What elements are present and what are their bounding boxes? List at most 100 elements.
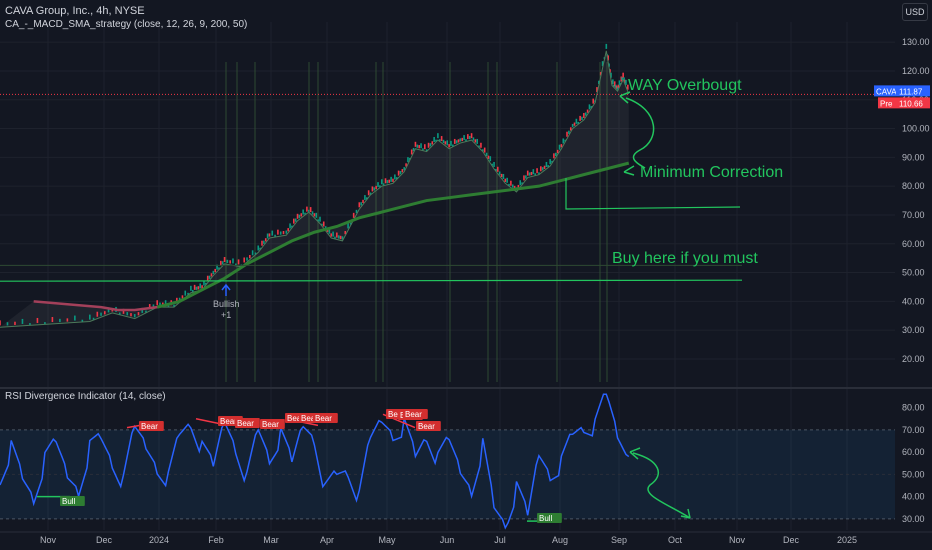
grid (0, 22, 932, 533)
rsi-signal-label: Bear (287, 414, 304, 423)
currency-button[interactable]: USD (902, 3, 928, 21)
candle (300, 213, 303, 217)
candle (489, 156, 492, 162)
candle (195, 286, 198, 290)
y-tick-label: 90.00 (902, 152, 925, 162)
rsi-line (0, 393, 630, 530)
candle (317, 219, 319, 222)
rsi-signal-badge (235, 418, 260, 428)
candle (344, 230, 347, 235)
candle (148, 304, 151, 310)
candle (328, 228, 331, 234)
candle (307, 209, 310, 212)
x-tick-label: Mar (263, 535, 279, 545)
candle (193, 284, 196, 290)
candle (496, 166, 499, 172)
candle (461, 137, 464, 142)
candle (619, 83, 622, 86)
candle (500, 173, 503, 178)
candle (304, 212, 306, 215)
candle (210, 273, 213, 277)
candle (613, 81, 616, 87)
candle (448, 144, 450, 148)
candle (450, 140, 452, 146)
candle (126, 312, 129, 316)
rsi-signal-label: Bear (301, 414, 318, 423)
candle (502, 173, 505, 179)
candle (133, 314, 136, 318)
candle (592, 98, 595, 104)
candle (562, 138, 565, 144)
candle (482, 149, 484, 152)
candle (330, 233, 333, 237)
pre-price-value: 110.66 (899, 99, 923, 108)
strategy-title: CA_-_MACD_SMA_strategy (close, 12, 26, 9… (5, 19, 248, 30)
y-tick-label: 80.00 (902, 181, 925, 191)
candle (540, 166, 542, 172)
x-tick-label: Jun (440, 535, 455, 545)
candle (229, 260, 231, 264)
candle (226, 259, 229, 264)
rsi-down-arrow (632, 452, 691, 519)
candle (586, 109, 589, 113)
candle (282, 230, 285, 235)
candle (612, 79, 614, 85)
last-price-value: 111.87 (899, 87, 923, 96)
candle (184, 290, 187, 296)
candle (575, 118, 578, 124)
pre-price-badge (896, 97, 930, 109)
candle (472, 137, 475, 141)
x-tick-label: Jul (494, 535, 506, 545)
candle (394, 174, 396, 180)
candle (216, 264, 218, 270)
candle (341, 236, 344, 240)
candle (521, 182, 523, 185)
candle (491, 163, 493, 166)
candle (6, 322, 9, 326)
candle (382, 183, 385, 186)
rsi-signal-badge (403, 409, 428, 419)
candle (543, 165, 546, 169)
x-tick-label: Feb (208, 535, 224, 545)
candle (483, 147, 486, 153)
candle (296, 213, 299, 219)
rsi-y-tick-label: 60.00 (902, 447, 925, 457)
candle (358, 202, 361, 208)
candle (51, 317, 54, 323)
y-tick-label: 30.00 (902, 325, 925, 335)
candle (468, 135, 471, 140)
candle (181, 295, 184, 299)
rsi-signal-label: Bull (539, 514, 553, 523)
candle (375, 185, 377, 190)
rsi-y-tick-label: 40.00 (902, 492, 925, 502)
candle (137, 312, 140, 316)
candle (401, 169, 404, 173)
candle (313, 213, 316, 217)
candle (452, 144, 454, 147)
rsi-legend[interactable]: RSI Divergence Indicator (14, close) (5, 391, 166, 402)
candle (118, 312, 121, 315)
candle (243, 257, 246, 263)
pre-badge (878, 97, 896, 109)
symbol-legend[interactable]: CAVA Group, Inc., 4h, NYSE (5, 5, 145, 17)
candle (261, 240, 263, 246)
rsi-signal-label: Bear (237, 419, 254, 428)
candle (493, 161, 495, 167)
annotation-text: Minimum Correction (640, 164, 783, 181)
candle (508, 183, 510, 186)
candle (605, 43, 608, 49)
x-tick-label: 2024 (149, 535, 169, 545)
candle (523, 175, 525, 181)
candle (173, 304, 175, 307)
candle (409, 157, 411, 160)
candle (617, 84, 620, 88)
candle (14, 321, 16, 325)
candle (212, 270, 215, 275)
strategy-legend[interactable]: CA_-_MACD_SMA_strategy (close, 12, 26, 9… (5, 19, 247, 30)
annotation-text: WAY Overbougt (628, 77, 742, 94)
candle (470, 133, 473, 139)
candle (371, 186, 374, 192)
up-arrowhead (619, 91, 631, 104)
symbol-title: CAVA Group, Inc., 4h, NYSE (5, 5, 145, 17)
